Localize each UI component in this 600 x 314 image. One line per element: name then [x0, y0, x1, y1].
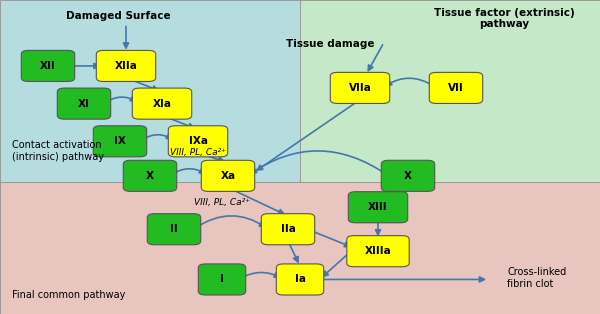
- Text: XI: XI: [78, 99, 90, 109]
- Text: XIII: XIII: [368, 202, 388, 212]
- Text: Final common pathway: Final common pathway: [12, 290, 125, 300]
- Text: XIa: XIa: [152, 99, 172, 109]
- FancyBboxPatch shape: [382, 160, 435, 191]
- Text: Cross-linked
fibrin clot: Cross-linked fibrin clot: [507, 267, 566, 289]
- Bar: [300, 0, 600, 182]
- Text: IX: IX: [114, 136, 126, 146]
- FancyBboxPatch shape: [262, 214, 314, 245]
- FancyBboxPatch shape: [430, 73, 482, 103]
- Bar: [0, 0, 300, 182]
- FancyBboxPatch shape: [133, 88, 192, 119]
- FancyBboxPatch shape: [347, 236, 409, 267]
- Text: IIa: IIa: [281, 224, 295, 234]
- Text: XIIa: XIIa: [115, 61, 137, 71]
- FancyBboxPatch shape: [58, 88, 111, 119]
- Text: X: X: [404, 171, 412, 181]
- Text: XII: XII: [40, 61, 56, 71]
- Text: II: II: [170, 224, 178, 234]
- FancyBboxPatch shape: [22, 50, 75, 81]
- FancyBboxPatch shape: [96, 50, 155, 81]
- FancyBboxPatch shape: [198, 264, 246, 295]
- Text: VII: VII: [448, 83, 464, 93]
- FancyBboxPatch shape: [276, 264, 324, 295]
- Text: IXa: IXa: [188, 136, 208, 146]
- FancyBboxPatch shape: [202, 160, 254, 191]
- FancyBboxPatch shape: [147, 214, 200, 245]
- Bar: [0, 182, 600, 314]
- FancyBboxPatch shape: [331, 73, 390, 103]
- FancyBboxPatch shape: [124, 160, 176, 191]
- Text: Ia: Ia: [295, 274, 305, 284]
- FancyBboxPatch shape: [348, 192, 408, 223]
- Text: Damaged Surface: Damaged Surface: [66, 11, 170, 21]
- Text: XIIIa: XIIIa: [365, 246, 391, 256]
- Text: Xa: Xa: [220, 171, 236, 181]
- Text: Tissue damage: Tissue damage: [286, 39, 374, 49]
- Text: VIII, PL, Ca²⁺: VIII, PL, Ca²⁺: [194, 198, 250, 207]
- Text: X: X: [146, 171, 154, 181]
- Text: I: I: [220, 274, 224, 284]
- Text: VIIa: VIIa: [349, 83, 371, 93]
- FancyBboxPatch shape: [168, 126, 228, 157]
- Text: Contact activation
(intrinsic) pathway: Contact activation (intrinsic) pathway: [12, 140, 104, 161]
- Text: VIII, PL, Ca²⁺: VIII, PL, Ca²⁺: [170, 148, 226, 157]
- FancyBboxPatch shape: [94, 126, 146, 157]
- Text: Tissue factor (extrinsic)
pathway: Tissue factor (extrinsic) pathway: [434, 8, 574, 30]
